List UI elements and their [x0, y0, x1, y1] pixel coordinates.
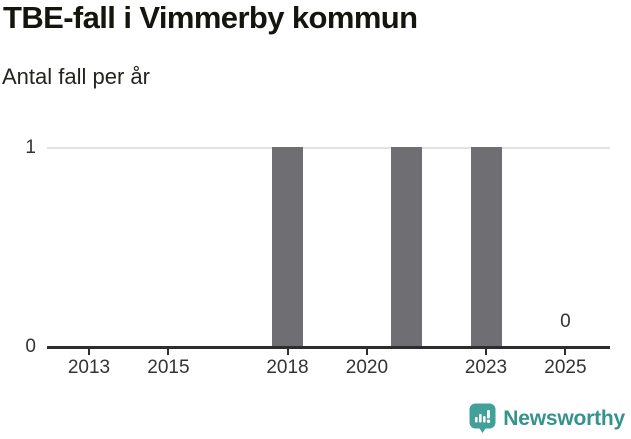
x-tick-label-2023: 2023: [464, 357, 508, 378]
y-axis-tick-label-0: 0: [25, 336, 36, 357]
x-tick-2025: [564, 348, 567, 355]
x-tick-2018: [286, 348, 289, 355]
x-tick-label-2025: 2025: [544, 357, 587, 378]
x-tick-label-2013: 2013: [67, 357, 111, 378]
x-tick-label-2020: 2020: [345, 357, 389, 378]
bar-2021: [391, 147, 423, 346]
chart-subtitle: Antal fall per år: [2, 64, 150, 89]
x-tick-2015: [167, 348, 170, 355]
last-value-label: 0: [560, 311, 571, 332]
newsworthy-wordmark: Newsworthy: [503, 407, 625, 430]
y-axis-tick-label-1: 1: [25, 137, 36, 158]
newsworthy-logo: Newsworthy: [469, 403, 625, 434]
x-tick-label-2018: 2018: [266, 357, 309, 378]
x-tick-label-2015: 2015: [147, 357, 190, 378]
x-tick-2023: [485, 348, 487, 355]
newsworthy-icon: [469, 403, 496, 433]
bar-2018: [272, 147, 303, 346]
bar-2023: [470, 147, 502, 346]
x-tick-2013: [88, 348, 90, 355]
gridline-y1: [47, 147, 610, 149]
chart-title: TBE-fall i Vimmerby kommun: [3, 0, 418, 35]
x-axis-line: [47, 346, 610, 349]
x-tick-2020: [365, 348, 368, 355]
